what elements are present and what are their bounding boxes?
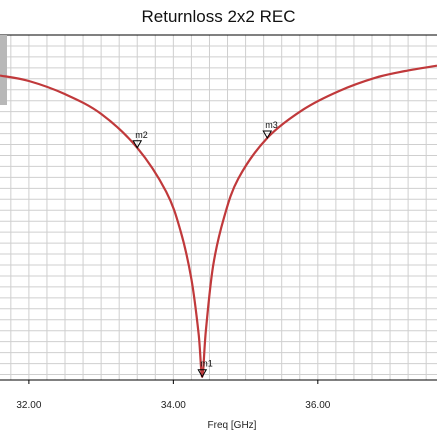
marker-m2-label: m2 xyxy=(135,130,148,140)
marker-m1-label: m1 xyxy=(200,359,213,369)
series-line-returnloss xyxy=(0,64,437,378)
markers: m1 m2 m3 xyxy=(132,120,278,378)
chart-title: Returnloss 2x2 REC xyxy=(141,7,296,26)
marker-m3-label: m3 xyxy=(265,120,278,130)
plot-background xyxy=(0,35,437,380)
marker-m1-triangle xyxy=(197,369,208,378)
scroll-handle[interactable] xyxy=(0,35,7,105)
x-tick-label: 32.00 xyxy=(16,400,41,411)
x-tick-label: 36.00 xyxy=(305,400,330,411)
marker-m3-triangle xyxy=(262,130,273,139)
marker-m2-triangle xyxy=(132,140,143,149)
x-ticks: 32.00 34.00 36.00 xyxy=(16,380,331,411)
x-tick-label: 34.00 xyxy=(161,400,186,411)
x-axis-label: Freq [GHz] xyxy=(208,420,257,431)
